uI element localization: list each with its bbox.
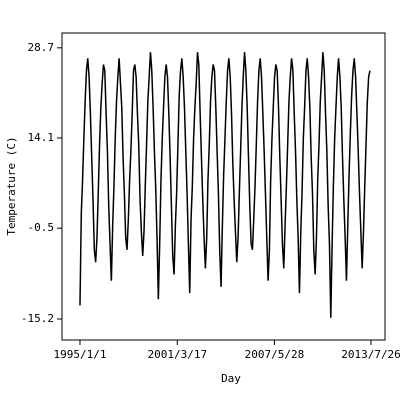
- x-tick-label: 2001/3/17: [147, 348, 207, 361]
- y-tick-label: -15.2: [21, 312, 54, 325]
- x-axis-label: Day: [221, 372, 241, 385]
- y-tick-label: 28.7: [28, 41, 55, 54]
- plot-frame: [61, 32, 386, 341]
- y-tick-label: 14.1: [28, 131, 55, 144]
- y-axis-label: Temperature (C): [5, 136, 18, 235]
- y-tick-label: -0.5: [28, 221, 55, 234]
- x-tick-label: 2013/7/26: [341, 348, 400, 361]
- x-tick-label: 1995/1/1: [53, 348, 106, 361]
- x-tick-label: 2007/5/28: [245, 348, 305, 361]
- temperature-line: [79, 52, 371, 318]
